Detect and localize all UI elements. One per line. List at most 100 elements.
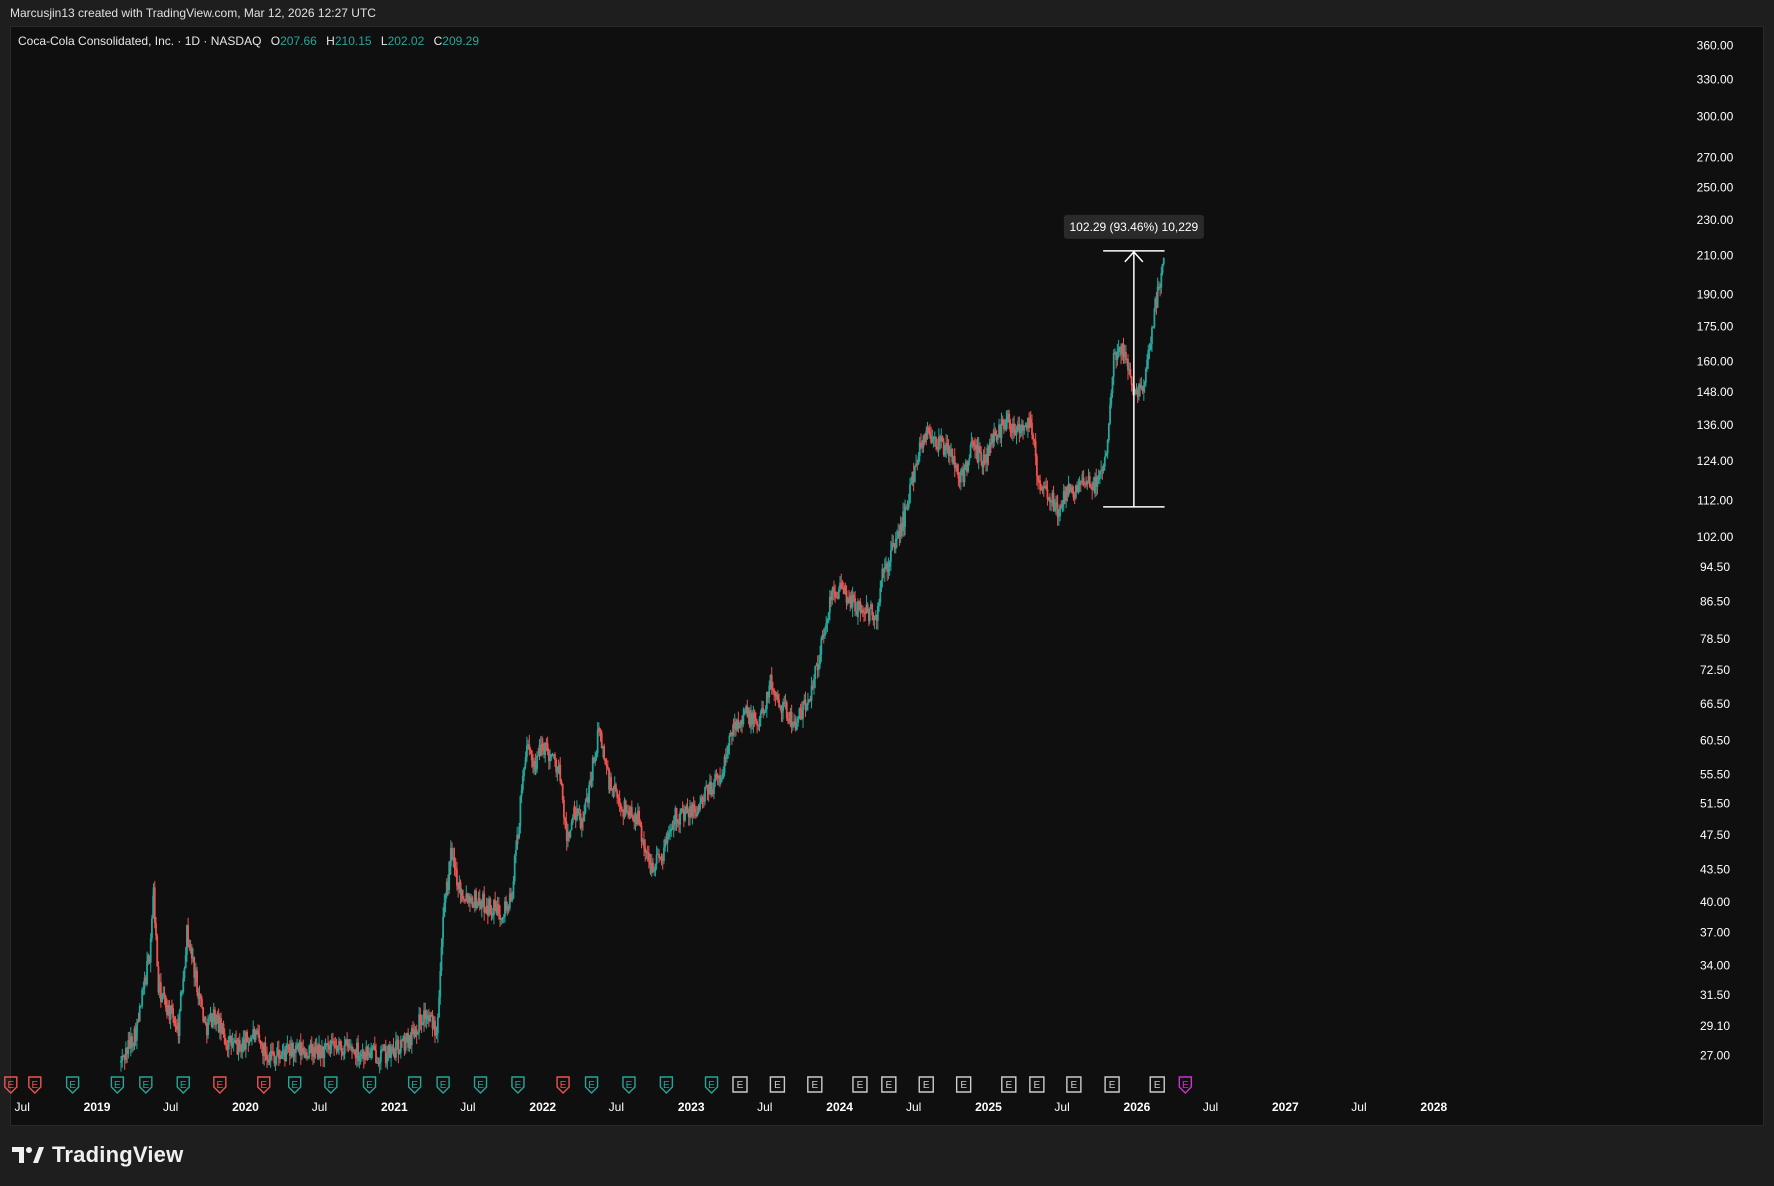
- candle-body: [369, 1052, 371, 1058]
- candle-body: [661, 859, 664, 862]
- candle-body: [1142, 385, 1145, 392]
- candle-body: [1123, 351, 1126, 358]
- candle-body: [1112, 353, 1115, 377]
- candle-body: [979, 446, 981, 453]
- candle-body: [1037, 480, 1040, 482]
- candle-body: [1025, 425, 1028, 429]
- candle-body: [726, 753, 728, 759]
- candle-body: [273, 1054, 276, 1064]
- candle-body: [346, 1039, 349, 1045]
- candle-body: [889, 550, 892, 562]
- candle-body: [758, 718, 761, 726]
- candle-body: [589, 779, 592, 786]
- candle-body: [1088, 476, 1091, 487]
- candle-body: [700, 797, 703, 803]
- candle-body: [780, 706, 783, 713]
- y-axis-tick-label: 250.00: [1697, 181, 1734, 195]
- candle-body: [373, 1045, 376, 1051]
- candle-body: [772, 689, 774, 691]
- candle-body: [202, 1007, 205, 1022]
- candle-body: [1059, 505, 1061, 517]
- measure-label-box: [1063, 214, 1204, 239]
- candle-body: [1153, 308, 1156, 328]
- candle-body: [143, 977, 146, 989]
- candle-body: [1094, 476, 1096, 494]
- candle-body: [534, 768, 537, 771]
- earnings-marker-icon: [584, 1076, 599, 1094]
- candle-body: [1079, 481, 1082, 483]
- candle-body: [427, 1015, 430, 1022]
- candle-body: [839, 582, 841, 590]
- y-axis-tick-label: 160.00: [1697, 355, 1734, 369]
- candle-body: [215, 1015, 218, 1025]
- candle-body: [893, 544, 896, 549]
- candle-body: [944, 450, 946, 456]
- candle-body: [833, 587, 835, 592]
- candle-body: [248, 1041, 251, 1043]
- candle-body: [1106, 440, 1109, 454]
- candle-body: [452, 856, 455, 860]
- candle-body: [466, 893, 469, 903]
- candle-body: [727, 745, 730, 754]
- candle-body: [379, 1049, 382, 1062]
- y-axis-tick-label: 55.50: [1700, 767, 1730, 781]
- candle-body: [682, 809, 685, 821]
- candle-body: [303, 1051, 306, 1058]
- candle-body: [399, 1040, 402, 1053]
- candle-body: [567, 832, 569, 841]
- candle-body: [952, 456, 955, 463]
- candle-body: [797, 718, 800, 723]
- earnings-marker-icon: [852, 1076, 868, 1093]
- symbol-legend[interactable]: Coca-Cola Consolidated, Inc. · 1D · NASD…: [18, 34, 479, 48]
- candle-body: [1039, 480, 1042, 490]
- candle-body: [1085, 484, 1087, 486]
- y-axis-tick-label: 148.00: [1697, 385, 1734, 399]
- candle-body: [212, 1009, 215, 1019]
- candle-body: [1140, 385, 1143, 389]
- candle-body: [652, 862, 654, 872]
- candle-body: [664, 839, 667, 848]
- candle-body: [558, 764, 560, 772]
- candle-body: [982, 454, 985, 468]
- y-axis-tick-label: 31.50: [1700, 988, 1730, 1002]
- candle-body: [685, 806, 688, 811]
- earnings-marker-icon: [659, 1076, 674, 1094]
- candle-body: [192, 957, 194, 959]
- candle-body: [426, 1015, 429, 1019]
- candle-body: [1128, 369, 1131, 371]
- candle-body: [1008, 413, 1011, 423]
- candle-body: [322, 1046, 325, 1059]
- candle-body: [550, 754, 553, 758]
- candle-body: [1014, 428, 1017, 436]
- earnings-marker-icon: [955, 1076, 972, 1093]
- candle-body: [121, 1056, 124, 1061]
- candle-body: [848, 598, 850, 604]
- candle-body: [188, 944, 191, 947]
- candle-body: [424, 1010, 427, 1020]
- candle-body: [327, 1043, 329, 1046]
- candle-body: [713, 782, 715, 794]
- candle-body: [231, 1042, 234, 1046]
- candle-body: [349, 1046, 352, 1048]
- candle-body: [964, 462, 967, 468]
- candle-body: [846, 598, 849, 604]
- candle-body: [932, 437, 935, 439]
- candle-body: [723, 756, 726, 774]
- candle-body: [855, 610, 858, 612]
- candle-body: [655, 854, 658, 865]
- candle-body: [354, 1050, 357, 1059]
- candle-body: [789, 711, 792, 723]
- candle-body: [247, 1042, 250, 1044]
- candle-body: [961, 468, 963, 472]
- candle-body: [183, 968, 186, 979]
- candle-body: [584, 801, 587, 813]
- candle-body: [1151, 327, 1153, 344]
- candle-body: [434, 1020, 436, 1036]
- symbol-title: Coca-Cola Consolidated, Inc. · 1D · NASD…: [18, 34, 262, 48]
- candle-body: [511, 898, 514, 901]
- candle-body: [286, 1044, 289, 1046]
- candle-body: [793, 721, 795, 727]
- candle-body: [757, 724, 760, 726]
- candle-body: [348, 1046, 351, 1048]
